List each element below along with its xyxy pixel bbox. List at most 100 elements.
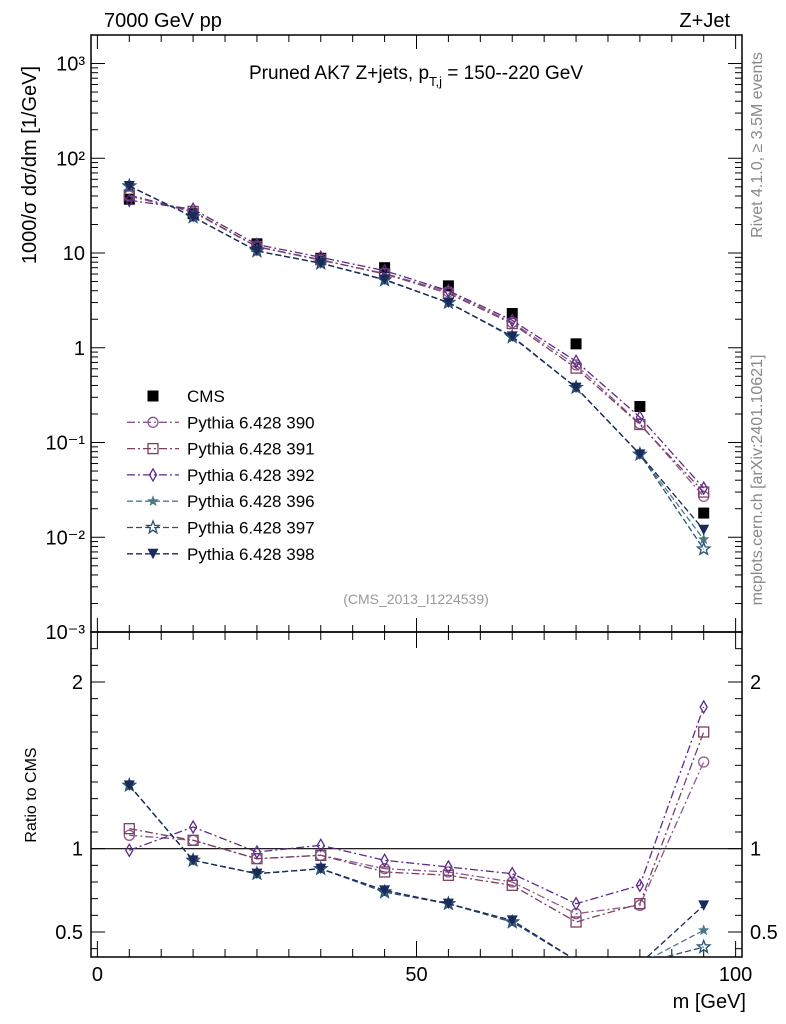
header-left-label: 7000 GeV pp: [104, 10, 222, 32]
legend: CMS Pythia 6.428 390 Pythia 6.428 391 Pythi…: [127, 387, 315, 564]
ratio-y-tick-label-right: 1: [750, 839, 761, 861]
rivet-version-label: Rivet 4.1.0, ≥ 3.5M events: [749, 52, 766, 238]
ratio-point-p390: [698, 756, 710, 768]
ratio-point-p392: [188, 819, 198, 835]
ratio-point-p392: [699, 699, 708, 715]
data-point-cms: [123, 193, 135, 205]
x-tick-label: 0: [92, 964, 103, 986]
main-y-tick-label: 10: [63, 243, 85, 265]
ratio-point-p392: [444, 859, 453, 875]
main-panel-frame: [90, 34, 743, 633]
series-p396: [123, 180, 710, 545]
ratio-point-p397: [695, 938, 712, 954]
main-axis-ticks: 10⁻³ 10⁻² 10⁻¹ 1 10 10² 10³: [46, 34, 742, 644]
data-point-p398: [506, 331, 518, 342]
series-line-p391: [129, 194, 705, 493]
ratio-point-p398: [315, 863, 327, 875]
ratio-y-tick-label: 1: [72, 839, 83, 861]
ratio-y-tick-label-right: 0.5: [750, 922, 778, 944]
ratio-point-p398: [379, 885, 391, 896]
ratio-y-tick-label: 2: [72, 672, 83, 694]
data-point-p392: [571, 353, 581, 369]
ratio-line-p397: [128, 784, 704, 957]
data-point-p398: [379, 274, 391, 286]
ratio-point-p392: [507, 866, 517, 881]
data-point-p392: [507, 312, 517, 328]
main-y-tick-label: 10²: [56, 148, 85, 170]
legend-label: Pythia 6.428 390: [187, 413, 315, 432]
ratio-line-p398: [128, 784, 705, 957]
header-right-label: Z+Jet: [679, 10, 730, 32]
ratio-series-p390: [123, 756, 710, 920]
ratio-y-tick-label: 0.5: [55, 922, 83, 944]
legend-label: CMS: [187, 387, 225, 406]
legend-label: Pythia 6.428 392: [187, 466, 315, 485]
data-point-p391: [570, 362, 582, 374]
ratio-point-p392: [635, 878, 645, 893]
legend-marker-p392: [148, 467, 158, 483]
legend-label: Pythia 6.428 396: [187, 492, 315, 511]
legend-marker-p390: [147, 416, 159, 428]
data-point-p392: [635, 409, 645, 425]
ratio-point-p391: [634, 898, 646, 910]
legend-label: Pythia 6.428 391: [187, 440, 315, 459]
ratio-point-p398: [506, 915, 518, 926]
ratio-line-p390: [129, 761, 705, 915]
ratio-series-p397: [121, 776, 712, 957]
data-point-p396: [698, 533, 710, 545]
ratio-line-p391: [129, 731, 705, 923]
main-y-tick-label: 10³: [56, 54, 85, 76]
data-point-p391: [506, 317, 518, 330]
ratio-point-p391: [698, 726, 710, 738]
ratio-point-p391: [570, 916, 582, 928]
main-y-tick-label: 10⁻²: [46, 527, 86, 549]
ratio-series-p396: [123, 779, 710, 957]
ratio-series-p392: [125, 699, 708, 911]
legend-entry-cms: CMS: [147, 387, 225, 406]
x-axis-label: m [GeV]: [673, 991, 746, 1013]
data-point-cms: [570, 338, 582, 350]
ratio-point-p391: [442, 869, 455, 881]
ratio-series-p398: [123, 780, 710, 957]
series-line-p392: [129, 199, 705, 489]
ratio-point-p398: [123, 780, 135, 791]
ratio-series-group: [121, 699, 712, 957]
series-p398: [123, 180, 710, 536]
mcplots-label: mcplots.cern.ch [arXiv:2401.10621]: [749, 355, 766, 606]
main-y-tick-label: 1: [74, 338, 85, 360]
ratio-point-p398: [442, 898, 454, 910]
data-point-cms: [379, 262, 391, 274]
ratio-point-p392: [571, 896, 581, 911]
ratio-point-p398: [187, 855, 199, 866]
ratio-point-p391: [187, 834, 199, 846]
main-series-group: [121, 177, 712, 556]
ratio-point-p392: [252, 844, 262, 860]
ratio-point-p396: [698, 924, 710, 936]
legend-marker-p391: [147, 442, 159, 455]
analysis-id-label: (CMS_2013_I1224539): [343, 591, 489, 607]
legend-entry-p390: Pythia 6.428 390: [127, 413, 315, 432]
legend-label: Pythia 6.428 398: [187, 545, 315, 564]
data-point-p392: [699, 480, 708, 496]
ratio-point-p392: [316, 838, 326, 853]
legend-label: Pythia 6.428 397: [187, 519, 315, 538]
legend-entry-p397: Pythia 6.428 397: [127, 519, 315, 538]
data-point-p397: [695, 540, 712, 556]
ratio-line-p392: [129, 706, 705, 905]
data-point-p398: [634, 449, 646, 460]
ratio-point-p392: [380, 853, 389, 868]
ratio-point-p392: [125, 843, 134, 858]
legend-entry-p398: Pythia 6.428 398: [127, 545, 315, 564]
data-point-p398: [251, 246, 263, 257]
data-point-p398: [442, 297, 454, 309]
data-point-p392: [125, 193, 134, 208]
data-point-p398: [570, 382, 582, 394]
data-point-p398: [315, 258, 327, 269]
data-point-p398: [698, 524, 710, 536]
main-chart-title: Pruned AK7 Z+jets, pT,j = 150--220 GeV: [249, 63, 583, 89]
main-y-tick-label: 10⁻¹: [46, 433, 86, 455]
data-point-p398: [187, 211, 199, 223]
ratio-line-p396: [128, 784, 705, 957]
ratio-y-axis-label: Ratio to CMS: [23, 747, 40, 842]
